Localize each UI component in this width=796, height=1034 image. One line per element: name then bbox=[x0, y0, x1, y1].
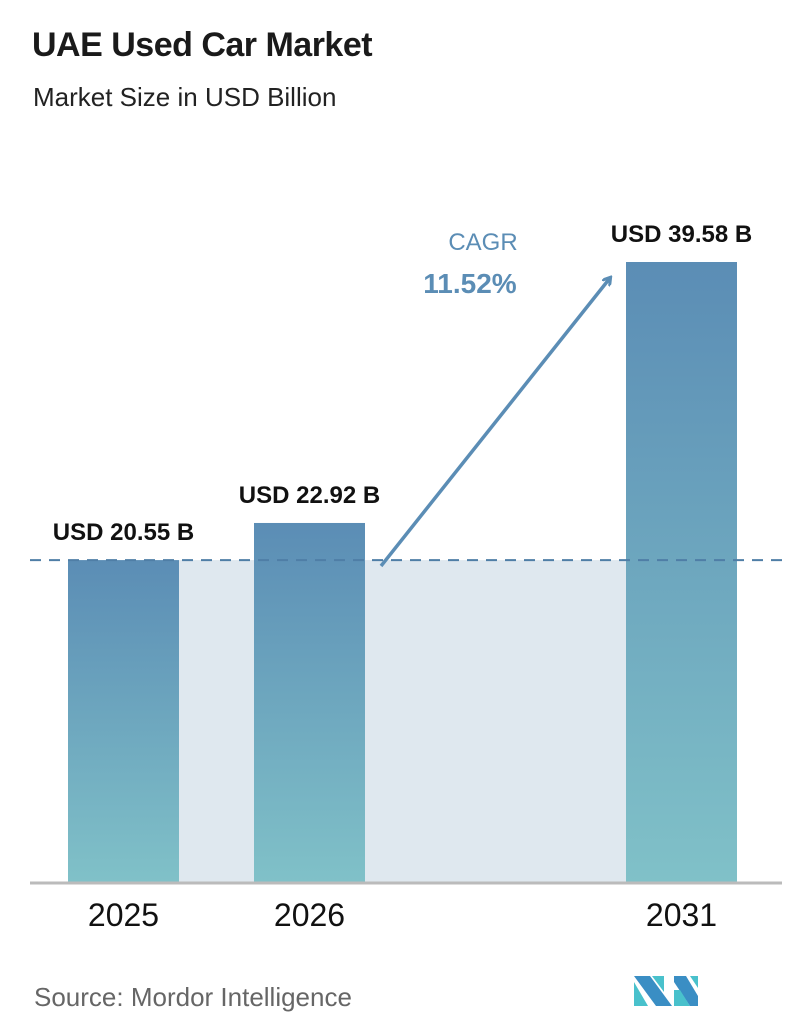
data-label-2031: USD 39.58 B bbox=[611, 221, 752, 248]
bar-chart: CAGR 11.52% USD 20.55 B 2025 USD 22.92 B 20… bbox=[30, 221, 782, 933]
x-tick-label-2025: 2025 bbox=[88, 897, 159, 933]
cagr-arrow bbox=[379, 278, 610, 568]
data-label-2025: USD 20.55 B bbox=[53, 519, 194, 546]
chart-subtitle: Market Size in USD Billion bbox=[33, 82, 337, 112]
reference-band bbox=[68, 560, 737, 882]
bar-2031 bbox=[626, 262, 737, 882]
chart-title: UAE Used Car Market bbox=[32, 26, 373, 64]
data-label-2026: USD 22.92 B bbox=[239, 482, 380, 509]
cagr-value: 11.52% bbox=[423, 268, 517, 299]
cagr-label: CAGR bbox=[448, 229, 517, 256]
x-tick-label-2026: 2026 bbox=[274, 897, 345, 933]
mordor-intelligence-logo bbox=[634, 976, 698, 1006]
x-tick-label-2031: 2031 bbox=[646, 897, 717, 933]
bar-2025 bbox=[68, 560, 179, 882]
source-note: Source: Mordor Intelligence bbox=[34, 982, 352, 1012]
bar-2026 bbox=[254, 522, 365, 882]
